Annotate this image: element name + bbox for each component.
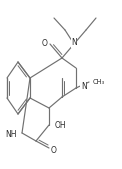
Text: OH: OH [55,120,67,129]
Text: O: O [50,146,56,155]
Text: CH₃: CH₃ [93,79,105,85]
Text: N: N [81,82,87,91]
Text: O: O [42,40,48,49]
Text: N: N [71,38,77,47]
Text: NH: NH [6,130,17,139]
